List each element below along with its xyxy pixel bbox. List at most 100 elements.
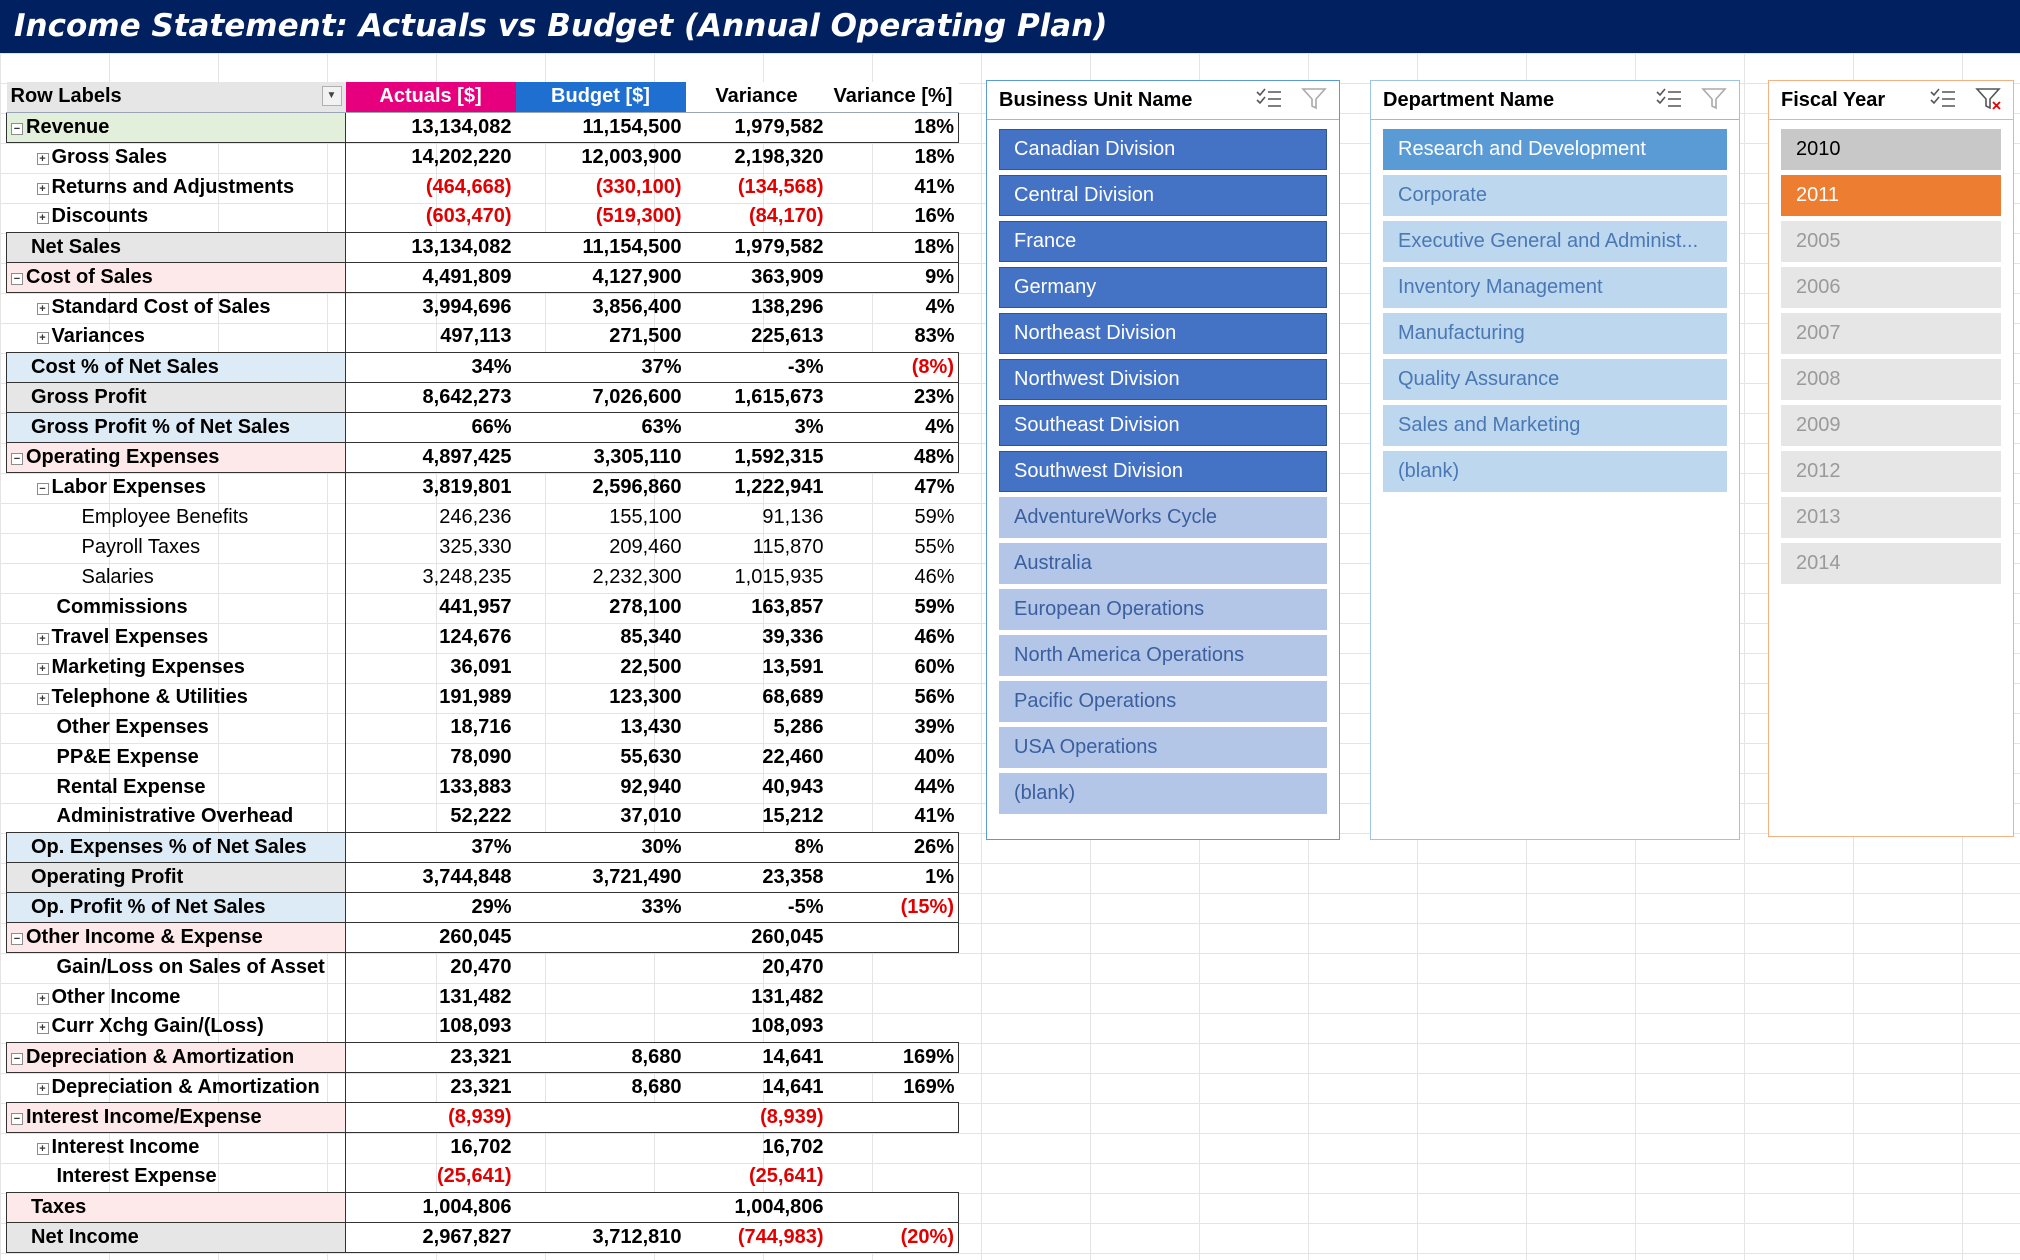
- row-label[interactable]: + Gross Sales: [6, 142, 346, 172]
- expand-icon[interactable]: +: [36, 182, 49, 195]
- budget-cell[interactable]: [515, 1191, 686, 1223]
- budget-cell[interactable]: [515, 921, 686, 953]
- slicer-item[interactable]: Northeast Division: [999, 313, 1327, 354]
- budget-cell[interactable]: 271,500: [609, 325, 682, 348]
- expand-icon[interactable]: +: [36, 212, 49, 225]
- slicer-item[interactable]: European Operations: [999, 589, 1327, 630]
- variance-cell[interactable]: 108,093: [751, 1015, 824, 1038]
- actuals-cell[interactable]: (8,939): [345, 1101, 516, 1133]
- variance-pct-cell[interactable]: 56%: [914, 685, 955, 708]
- variance-cell[interactable]: 1,015,935: [734, 565, 824, 588]
- row-label[interactable]: − Operating Expenses: [6, 441, 346, 473]
- variance-cell[interactable]: 260,045: [685, 921, 828, 953]
- slicer-item[interactable]: 2013: [1781, 497, 2001, 538]
- variance-pct-cell[interactable]: 1%: [827, 861, 959, 893]
- variance-pct-cell[interactable]: [827, 1191, 959, 1223]
- slicer-item[interactable]: Northwest Division: [999, 359, 1327, 400]
- row-label[interactable]: + Standard Cost of Sales: [6, 292, 346, 322]
- budget-cell[interactable]: [516, 952, 686, 982]
- slicer-item[interactable]: USA Operations: [999, 727, 1327, 768]
- budget-cell[interactable]: 3,721,490: [515, 861, 686, 893]
- actuals-cell[interactable]: 2,967,827: [345, 1221, 516, 1253]
- row-label[interactable]: + Variances: [6, 322, 346, 352]
- budget-cell[interactable]: [515, 1101, 686, 1133]
- slicer-item[interactable]: Pacific Operations: [999, 681, 1327, 722]
- variance-cell[interactable]: (8,939): [685, 1101, 828, 1133]
- variance-pct-cell[interactable]: 16%: [914, 205, 955, 228]
- row-label[interactable]: Salaries: [6, 562, 346, 592]
- budget-cell[interactable]: 123,300: [609, 685, 682, 708]
- budget-cell[interactable]: 3,712,810: [515, 1221, 686, 1253]
- variance-cell[interactable]: 115,870: [752, 535, 824, 558]
- variance-cell[interactable]: -3%: [685, 351, 828, 383]
- actuals-cell[interactable]: 34%: [345, 351, 516, 383]
- slicer-item[interactable]: Australia: [999, 543, 1327, 584]
- row-label[interactable]: + Marketing Expenses: [6, 652, 346, 682]
- row-label[interactable]: − Interest Income/Expense: [6, 1101, 346, 1133]
- row-label[interactable]: Commissions: [6, 592, 346, 622]
- slicer-item[interactable]: France: [999, 221, 1327, 262]
- slicer-item[interactable]: 2009: [1781, 405, 2001, 446]
- slicer-item[interactable]: Executive General and Administ...: [1383, 221, 1727, 262]
- variance-pct-cell[interactable]: 18%: [914, 145, 955, 168]
- actuals-cell[interactable]: 441,957: [439, 595, 512, 618]
- variance-pct-cell[interactable]: 4%: [925, 295, 955, 318]
- expand-icon[interactable]: +: [36, 152, 49, 165]
- slicer-item[interactable]: Southwest Division: [999, 451, 1327, 492]
- actuals-cell[interactable]: 78,090: [450, 745, 512, 768]
- expand-icon[interactable]: +: [36, 662, 49, 675]
- actuals-cell[interactable]: 191,989: [439, 685, 512, 708]
- budget-cell[interactable]: 85,340: [620, 625, 682, 648]
- variance-pct-cell[interactable]: [828, 952, 959, 982]
- slicer-item[interactable]: 2007: [1781, 313, 2001, 354]
- slicer-item[interactable]: 2014: [1781, 543, 2001, 584]
- slicer-item[interactable]: Inventory Management: [1383, 267, 1727, 308]
- filter-dropdown-icon[interactable]: ▼: [321, 86, 342, 106]
- variance-pct-cell[interactable]: [827, 921, 959, 953]
- actuals-header[interactable]: Actuals [$]: [345, 82, 516, 113]
- multi-select-icon[interactable]: [1929, 87, 1957, 116]
- expand-icon[interactable]: +: [36, 632, 49, 645]
- expand-icon[interactable]: +: [36, 992, 49, 1005]
- actuals-cell[interactable]: 108,093: [439, 1015, 512, 1038]
- collapse-icon[interactable]: −: [11, 1112, 23, 1125]
- variance-pct-cell[interactable]: 18%: [827, 231, 959, 263]
- actuals-cell[interactable]: 20,470: [450, 955, 512, 978]
- variance-cell[interactable]: 23,358: [685, 861, 828, 893]
- row-label[interactable]: + Other Income: [6, 982, 346, 1012]
- row-label[interactable]: + Returns and Adjustments: [6, 172, 346, 202]
- expand-icon[interactable]: +: [36, 1022, 49, 1035]
- actuals-cell[interactable]: 8,642,273: [345, 381, 516, 413]
- actuals-cell[interactable]: 3,248,235: [422, 565, 512, 588]
- budget-cell[interactable]: 37%: [515, 351, 686, 383]
- variance-pct-cell[interactable]: 169%: [827, 1041, 959, 1073]
- row-label[interactable]: Gain/Loss on Sales of Asset: [6, 952, 346, 982]
- variance-cell[interactable]: 68,689: [762, 685, 824, 708]
- row-label[interactable]: Net Sales: [6, 231, 346, 263]
- actuals-cell[interactable]: 124,676: [439, 625, 512, 648]
- variance-pct-cell[interactable]: 60%: [914, 655, 955, 678]
- row-label[interactable]: Operating Profit: [6, 861, 346, 893]
- budget-cell[interactable]: 3,856,400: [592, 295, 682, 318]
- actuals-cell[interactable]: (25,641): [437, 1165, 512, 1188]
- budget-cell[interactable]: 278,100: [609, 595, 682, 618]
- budget-header[interactable]: Budget [$]: [515, 82, 686, 113]
- row-label[interactable]: Payroll Taxes: [6, 532, 346, 562]
- slicer-item[interactable]: 2012: [1781, 451, 2001, 492]
- variance-pct-cell[interactable]: 41%: [914, 175, 955, 198]
- row-label[interactable]: Gross Profit % of Net Sales: [6, 411, 346, 443]
- variance-pct-cell[interactable]: 83%: [914, 325, 955, 348]
- row-label[interactable]: − Revenue: [6, 111, 346, 143]
- budget-cell[interactable]: 8,680: [631, 1075, 682, 1098]
- actuals-cell[interactable]: 14,202,220: [411, 145, 512, 168]
- actuals-cell[interactable]: 66%: [345, 411, 516, 443]
- variance-cell[interactable]: 138,296: [751, 295, 824, 318]
- variance-pct-cell[interactable]: 48%: [827, 441, 959, 473]
- budget-cell[interactable]: 2,232,300: [592, 565, 682, 588]
- actuals-cell[interactable]: 16,702: [450, 1135, 512, 1158]
- actuals-cell[interactable]: 3,819,801: [422, 475, 512, 498]
- slicer-item[interactable]: Quality Assurance: [1383, 359, 1727, 400]
- slicer-item[interactable]: 2006: [1781, 267, 2001, 308]
- budget-cell[interactable]: [516, 1162, 686, 1192]
- slicer-item[interactable]: 2005: [1781, 221, 2001, 262]
